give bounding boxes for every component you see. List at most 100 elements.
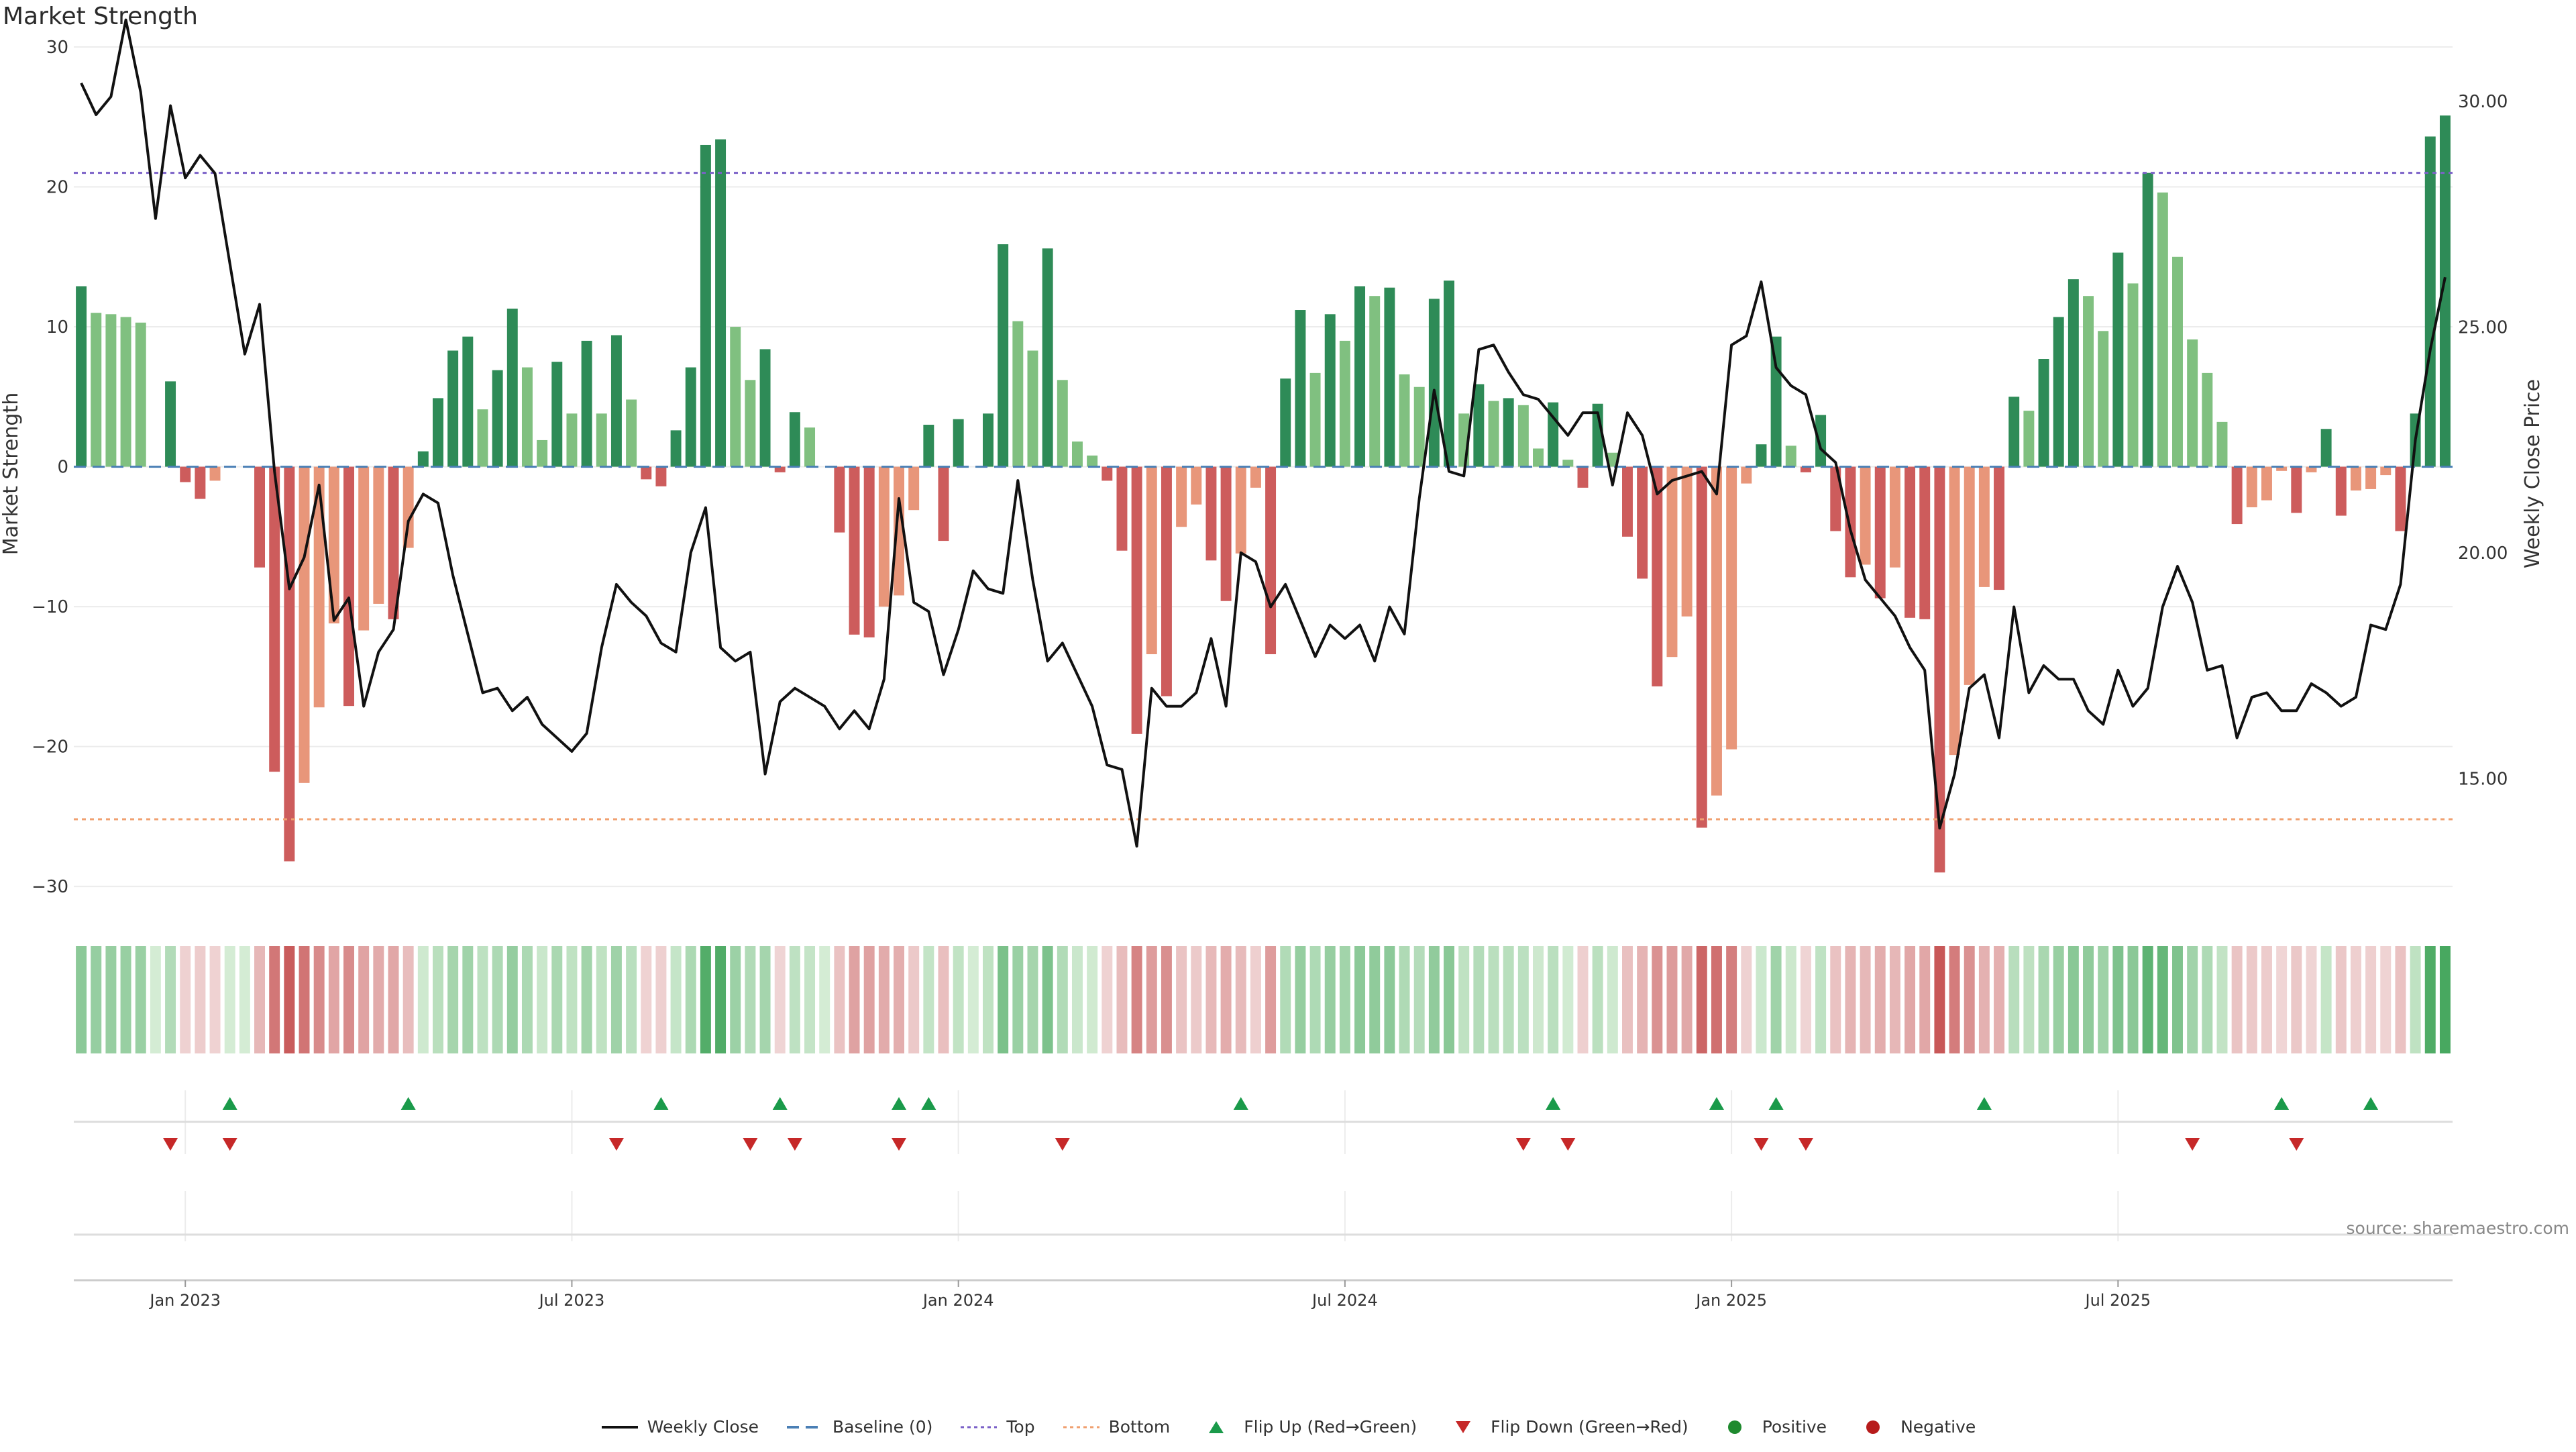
strength-bar — [2246, 466, 2257, 508]
flip-down-marker — [892, 1138, 907, 1151]
heatmap-cell — [1815, 946, 1827, 1053]
heatmap-cell — [1191, 946, 1202, 1053]
strength-bar — [1146, 466, 1157, 654]
strength-bar — [537, 439, 548, 467]
heatmap-cell — [1874, 946, 1886, 1053]
strength-bar — [641, 466, 652, 480]
heatmap-cell — [105, 946, 117, 1053]
heatmap-cell — [1622, 946, 1633, 1053]
heatmap-cell — [462, 946, 474, 1053]
strength-bar — [254, 466, 266, 568]
strength-bar — [1265, 466, 1277, 654]
strength-bar — [1399, 374, 1410, 467]
heatmap-cell — [1666, 946, 1678, 1053]
heatmap-cell — [76, 946, 87, 1053]
strength-bar — [2216, 421, 2228, 467]
strength-bar — [2202, 372, 2213, 467]
heatmap-cell — [313, 946, 325, 1053]
strength-bar — [1071, 442, 1083, 467]
heatmap-cell — [299, 946, 310, 1053]
heatmap-cell — [1607, 946, 1618, 1053]
strength-bar — [2112, 252, 2124, 467]
strength-bar — [313, 466, 325, 708]
heatmap-cell — [1726, 946, 1737, 1053]
heatmap-cell — [1354, 946, 1366, 1053]
heatmap-cell — [1057, 946, 1068, 1053]
legend-label: Flip Up (Red→Green) — [1244, 1417, 1417, 1437]
heatmap-cell — [1949, 946, 1960, 1053]
heatmap-cell — [417, 946, 429, 1053]
heatmap-cell — [224, 946, 235, 1053]
strength-bar — [923, 425, 934, 467]
strength-bar — [1354, 286, 1366, 467]
strength-bar — [1860, 466, 1871, 565]
flip-up-marker — [892, 1097, 907, 1110]
strength-bar — [1562, 460, 1574, 467]
x-tick-label: Jan 2023 — [148, 1291, 221, 1310]
heatmap-cell — [953, 946, 964, 1053]
strength-bar — [402, 466, 414, 548]
heatmap-cell — [804, 946, 816, 1053]
heatmap-cell — [1548, 946, 1559, 1053]
heatmap-cell — [641, 946, 652, 1053]
strength-bar — [2127, 283, 2139, 467]
strength-bar — [1889, 466, 1900, 568]
heatmap-cell — [1265, 946, 1277, 1053]
strength-bar — [1042, 248, 1053, 467]
legend-label: Positive — [1762, 1417, 1827, 1437]
heatmap-cell — [2395, 946, 2406, 1053]
heatmap-cell — [1176, 946, 1187, 1053]
heatmap-cell — [254, 946, 266, 1053]
legend-label: Baseline (0) — [833, 1417, 933, 1437]
heatmap-cell — [1087, 946, 1098, 1053]
heatmap-cell — [284, 946, 295, 1053]
heatmap-cell — [1860, 946, 1871, 1053]
strength-bar — [2335, 466, 2347, 516]
left-tick-label: 30 — [46, 38, 68, 58]
strength-bar — [1250, 466, 1261, 488]
strength-bar — [417, 451, 429, 467]
strength-bar — [863, 466, 875, 637]
strength-bar — [2157, 192, 2168, 467]
heatmap-cell — [1503, 946, 1514, 1053]
strength-bar — [1131, 466, 1142, 734]
strength-bar — [343, 466, 354, 707]
strength-bar — [655, 466, 667, 486]
heatmap-cell — [1146, 946, 1157, 1053]
strength-bar — [1517, 405, 1529, 467]
strength-bar — [1711, 466, 1722, 796]
heatmap-cell — [1845, 946, 1856, 1053]
strength-bar — [1533, 448, 1544, 467]
strength-bar — [91, 313, 102, 467]
heatmap-cell — [1309, 946, 1321, 1053]
flip-down-marker — [743, 1138, 758, 1151]
strength-bar — [1339, 340, 1350, 467]
legend-item: Baseline (0) — [786, 1417, 932, 1437]
heatmap-cell — [2291, 946, 2302, 1053]
heatmap-cell — [610, 946, 622, 1053]
strength-bar — [2172, 256, 2183, 467]
legend-item: Flip Down (Green→Red) — [1444, 1417, 1688, 1437]
strength-bar — [938, 466, 949, 541]
strength-bar — [2038, 359, 2049, 467]
strength-bar — [849, 466, 860, 635]
x-tick-label: Jan 2025 — [1695, 1291, 1767, 1310]
strength-bar — [1978, 466, 1990, 587]
heatmap-cell — [1741, 946, 1752, 1053]
flip-up-marker — [2274, 1097, 2290, 1110]
strength-bar — [834, 466, 845, 533]
strength-bar — [1444, 280, 1455, 467]
heatmap-cell — [1444, 946, 1455, 1053]
flip-up-markers — [222, 1097, 2379, 1110]
strength-bar — [195, 466, 206, 499]
heatmap-cell — [180, 946, 191, 1053]
legend-label: Bottom — [1108, 1417, 1171, 1437]
strength-bar — [745, 380, 756, 467]
heatmap-cell — [1696, 946, 1707, 1053]
legend-label: Top — [1006, 1417, 1035, 1437]
strength-bar — [1102, 466, 1113, 481]
heatmap-cell — [923, 946, 934, 1053]
legend-mark — [1209, 1420, 1224, 1433]
left-tick-label: 0 — [57, 458, 68, 478]
heatmap-cell — [774, 946, 786, 1053]
